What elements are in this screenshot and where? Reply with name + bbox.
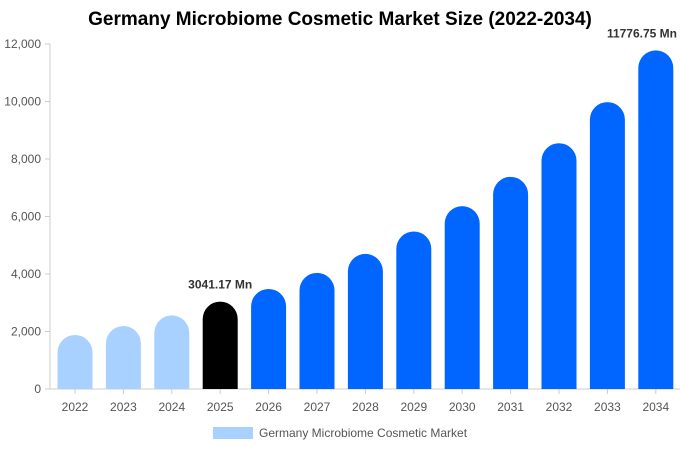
bar-2027 xyxy=(299,272,335,389)
bar-2031 xyxy=(493,176,529,389)
legend-label: Germany Microbiome Cosmetic Market xyxy=(259,426,468,440)
chart-title: Germany Microbiome Cosmetic Market Size … xyxy=(88,9,592,30)
data-label-2034: 11776.75 Mn xyxy=(607,26,677,40)
bar-2028 xyxy=(347,253,383,389)
x-tick-label-2024: 2024 xyxy=(158,400,185,414)
bar-2029 xyxy=(396,231,432,389)
x-tick-label-2022: 2022 xyxy=(62,400,89,414)
x-tick-label-2033: 2033 xyxy=(594,400,621,414)
y-tick-label: 8,000 xyxy=(11,152,41,166)
x-tick-label-2030: 2030 xyxy=(449,400,476,414)
bars xyxy=(57,50,674,390)
y-tick-label: 10,000 xyxy=(4,95,41,109)
y-tick-label: 4,000 xyxy=(11,267,41,281)
x-tick-label-2026: 2026 xyxy=(255,400,282,414)
bar-2023 xyxy=(105,326,141,389)
bar-2022 xyxy=(57,334,93,389)
bar-2030 xyxy=(444,206,480,389)
axes: 0 2,000 4,000 6,000 8,000 10,000 12,000 2022 202… xyxy=(4,37,680,414)
y-tick-label: 12,000 xyxy=(4,37,41,51)
bar-2024 xyxy=(154,315,190,389)
x-tick-label-2027: 2027 xyxy=(304,400,331,414)
x-tick-label-2031: 2031 xyxy=(497,400,524,414)
y-tick-label: 6,000 xyxy=(11,210,41,224)
y-tick-label: 0 xyxy=(34,382,41,396)
bar-2034 xyxy=(638,50,674,390)
y-tick-label: 2,000 xyxy=(11,325,41,339)
data-labels: 3041.17 Mn 11776.75 Mn xyxy=(188,26,677,291)
x-tick-label-2023: 2023 xyxy=(110,400,137,414)
bar-2033 xyxy=(589,102,625,389)
bar-2026 xyxy=(251,288,287,389)
x-tick-label-2029: 2029 xyxy=(400,400,427,414)
legend-swatch xyxy=(213,427,253,439)
bar-2025 xyxy=(202,301,238,389)
x-tick-label-2028: 2028 xyxy=(352,400,379,414)
x-tick-label-2034: 2034 xyxy=(642,400,669,414)
x-tick-label-2025: 2025 xyxy=(207,400,234,414)
bar-2032 xyxy=(541,143,577,389)
data-label-2025: 3041.17 Mn xyxy=(188,278,252,292)
x-tick-label-2032: 2032 xyxy=(546,400,573,414)
legend: Germany Microbiome Cosmetic Market xyxy=(213,426,467,440)
